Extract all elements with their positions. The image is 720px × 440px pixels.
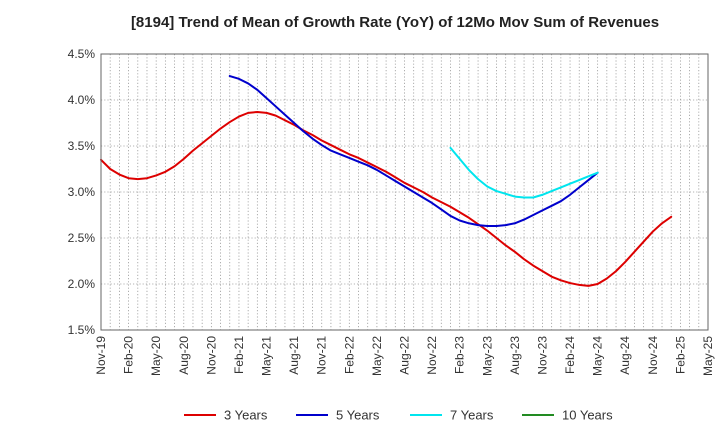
series-line-3-years	[100, 110, 673, 287]
x-tick-label: Feb-20	[122, 336, 136, 374]
legend: 3 Years 5 Years 7 Years 10 Years	[184, 408, 613, 423]
x-tick-label: Feb-25	[673, 336, 687, 374]
grid-layer	[101, 54, 708, 330]
axis-layer: 1.5% 2.0% 2.5% 3.0% 3.5% 4.0% 4.5% Nov-19 Feb-20…	[68, 47, 715, 376]
y-tick-label: 2.0%	[68, 277, 96, 291]
x-tick-label: Aug-24	[618, 336, 632, 375]
x-tick-label: May-22	[370, 336, 384, 376]
x-tick-label: Nov-22	[425, 336, 439, 375]
x-tick-label: Nov-20	[204, 336, 218, 375]
x-tick-label: May-20	[149, 336, 163, 376]
x-tick-label: May-24	[591, 336, 605, 376]
legend-label-10-years: 10 Years	[562, 408, 613, 423]
series-line-7-years	[449, 146, 599, 199]
x-tick-label: Aug-20	[177, 336, 191, 375]
chart-title: [8194] Trend of Mean of Growth Rate (YoY…	[130, 14, 660, 31]
y-tick-label: 3.5%	[68, 139, 96, 153]
x-tick-label: Nov-24	[646, 336, 660, 375]
y-tick-label: 4.0%	[68, 93, 96, 107]
x-tick-label: Aug-23	[508, 336, 522, 375]
series-layer	[100, 75, 673, 287]
x-tick-label: Feb-24	[563, 336, 577, 374]
series-line-5-years	[228, 75, 599, 228]
legend-label-3-years: 3 Years	[224, 408, 268, 423]
y-tick-label: 1.5%	[68, 323, 96, 337]
x-tick-label: Aug-21	[287, 336, 301, 375]
legend-label-7-years: 7 Years	[450, 408, 494, 423]
y-tick-label: 3.0%	[68, 185, 96, 199]
x-tick-label: May-23	[480, 336, 494, 376]
y-tick-label: 2.5%	[68, 231, 96, 245]
x-tick-label: Nov-21	[315, 336, 329, 375]
x-tick-label: May-21	[260, 336, 274, 376]
x-tick-label: May-25	[701, 336, 715, 376]
x-tick-label: Nov-19	[94, 336, 108, 375]
x-tick-label: Nov-23	[535, 336, 549, 375]
legend-label-5-years: 5 Years	[336, 408, 380, 423]
x-tick-label: Aug-22	[398, 336, 412, 375]
plot-border	[100, 53, 709, 331]
x-tick-label: Feb-23	[453, 336, 467, 374]
y-tick-label: 4.5%	[68, 47, 96, 61]
x-tick-label: Feb-22	[342, 336, 356, 374]
x-tick-label: Feb-21	[232, 336, 246, 374]
